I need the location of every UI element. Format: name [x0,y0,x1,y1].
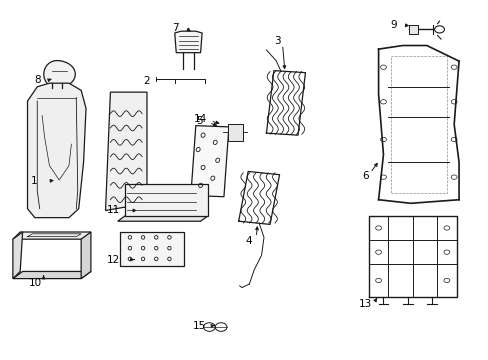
Polygon shape [190,126,228,197]
Text: 14: 14 [193,114,206,124]
Text: 11: 11 [107,206,120,216]
Polygon shape [44,60,75,88]
Text: 6: 6 [362,171,368,181]
Text: 4: 4 [244,236,251,246]
Text: 9: 9 [390,20,396,30]
Polygon shape [408,25,417,34]
Polygon shape [227,125,242,140]
Text: 10: 10 [29,278,42,288]
Polygon shape [13,232,91,239]
Text: 8: 8 [34,75,41,85]
Polygon shape [125,184,207,216]
Polygon shape [118,216,207,221]
Polygon shape [81,232,91,279]
Text: 15: 15 [193,321,206,331]
Polygon shape [13,271,91,279]
Polygon shape [174,31,202,53]
Text: 12: 12 [107,255,120,265]
Polygon shape [120,232,183,266]
Text: 13: 13 [358,299,371,309]
Text: 7: 7 [172,23,178,33]
Polygon shape [13,232,22,279]
Text: 5: 5 [196,116,203,126]
Text: 2: 2 [142,76,149,86]
Polygon shape [27,83,86,218]
Text: 1: 1 [31,176,37,186]
Text: 3: 3 [274,36,281,46]
Polygon shape [105,92,147,211]
